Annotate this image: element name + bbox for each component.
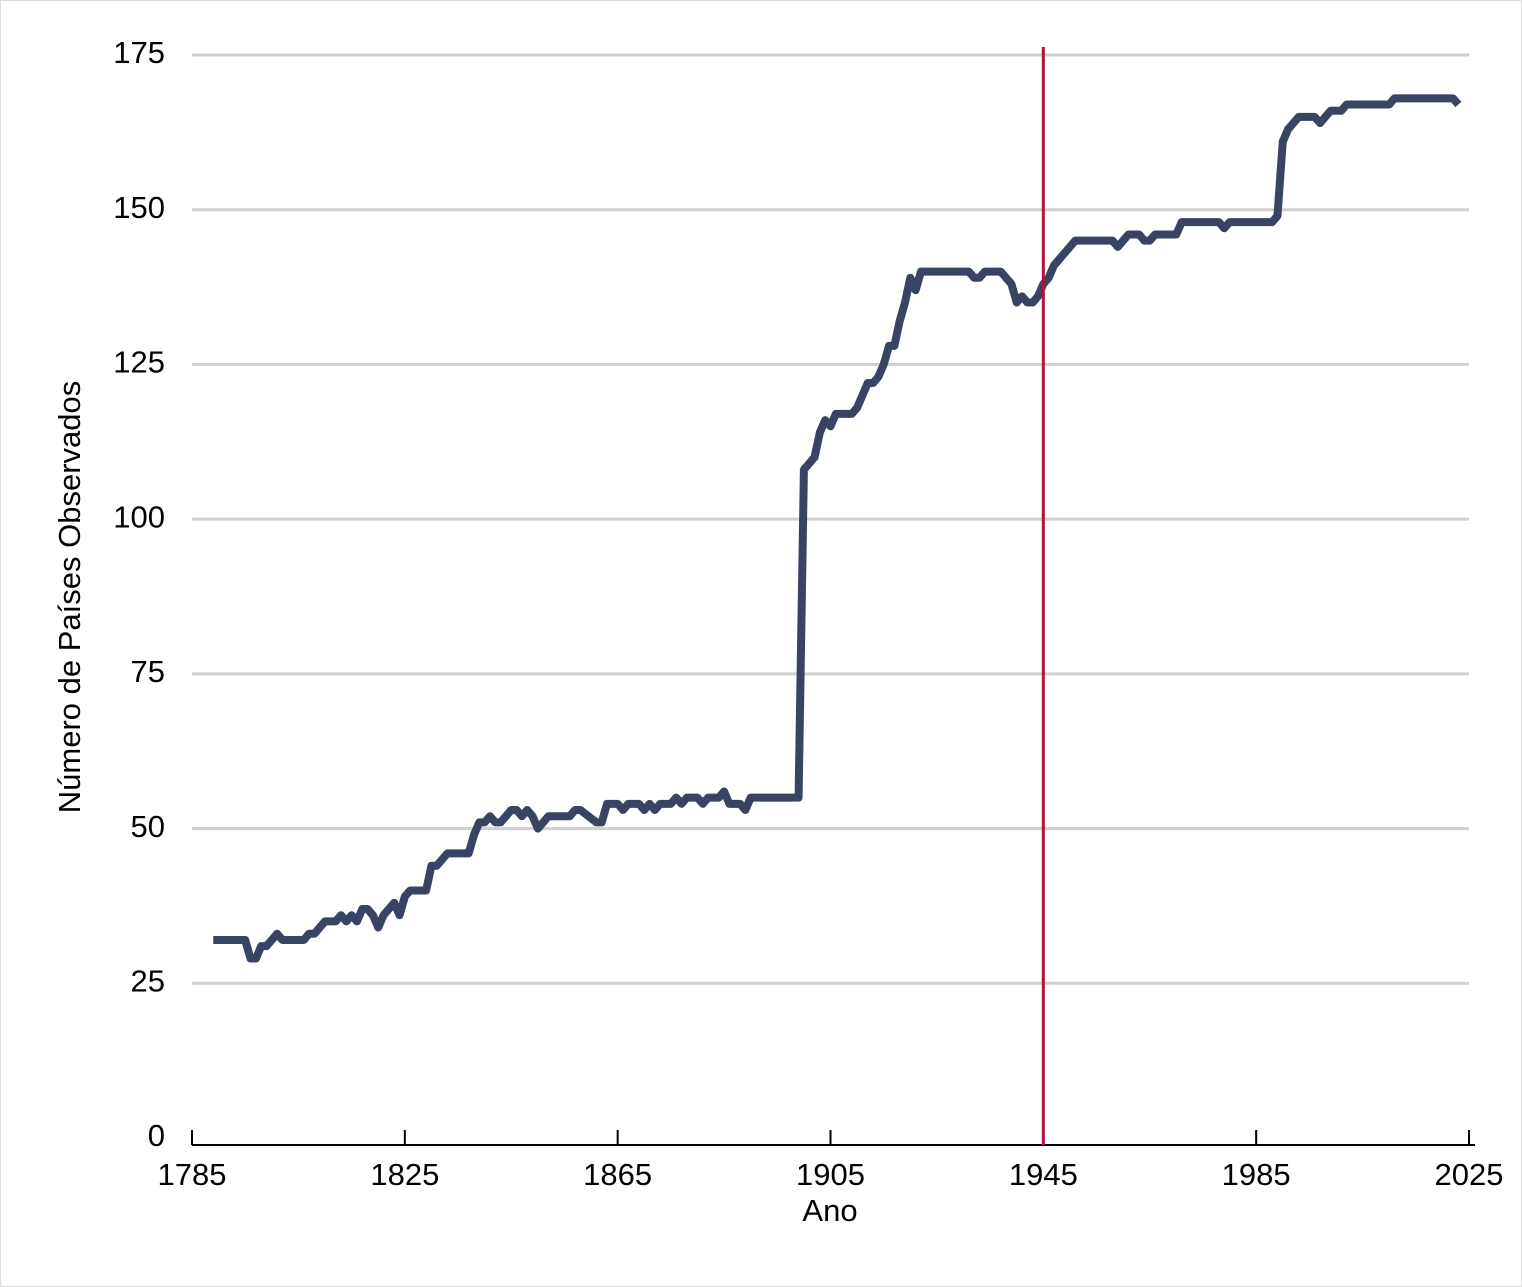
x-tick-label: 2025 [1435,1157,1504,1192]
x-tick-label: 1945 [1009,1157,1078,1192]
y-tick-label: 125 [113,345,165,380]
y-tick-label: 100 [113,499,165,534]
x-axis-title: Ano [802,1193,857,1228]
y-tick-label: 0 [148,1118,165,1153]
y-tick-label: 175 [113,35,165,70]
x-tick-label: 1905 [796,1157,865,1192]
y-tick-label: 150 [113,190,165,225]
line [213,94,1462,963]
x-tick-label: 1825 [370,1157,439,1192]
x-tick-label: 1865 [583,1157,652,1192]
y-tick-label: 75 [131,654,165,689]
y-axis-title: Número de Países Observados [52,381,87,814]
x-tick-label: 1785 [158,1157,227,1192]
y-tick-label: 50 [131,809,165,844]
x-tick-label: 1985 [1222,1157,1291,1192]
y-tick-label: 25 [131,963,165,998]
